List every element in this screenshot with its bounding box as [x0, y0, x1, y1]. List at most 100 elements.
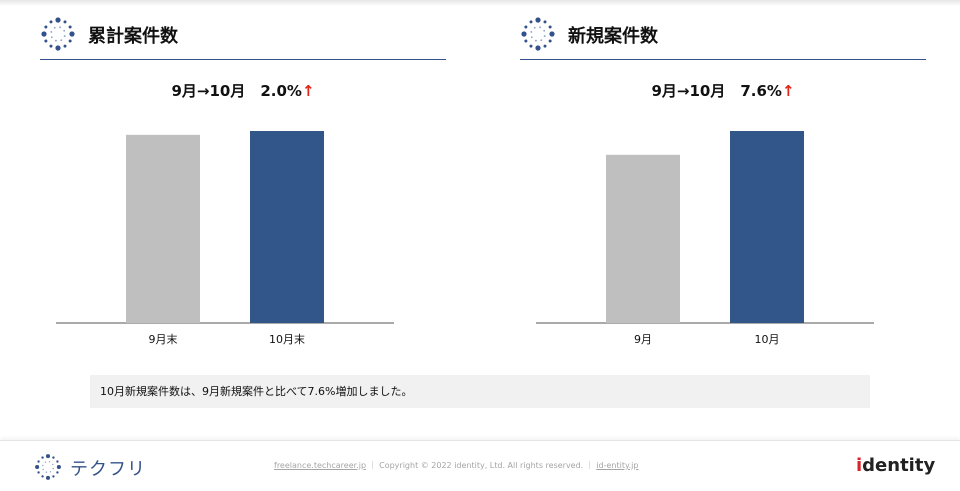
- dot-ring-icon: [41, 17, 75, 51]
- icon-dot: [44, 461, 47, 463]
- logo-i: i: [856, 455, 863, 476]
- icon-dot: [529, 44, 533, 48]
- copyright-line: freelance.techcareer.jp ｜ Copyright © 20…: [274, 460, 638, 471]
- icon-dot: [524, 39, 528, 43]
- icon-dot: [35, 464, 40, 470]
- icon-dot: [55, 17, 61, 23]
- icon-dot: [535, 39, 537, 42]
- change-text: 9月→10月 2.0%: [171, 82, 302, 100]
- panel-title: 累計案件数: [88, 26, 178, 47]
- icon-dot: [539, 26, 541, 29]
- icon-dot: [42, 464, 44, 467]
- icon-dot: [63, 20, 67, 24]
- change-text: 9月→10月 7.6%: [651, 82, 782, 100]
- icon-dot: [59, 26, 61, 29]
- icon-dot: [549, 31, 555, 37]
- icon-dot: [45, 471, 48, 473]
- change-label: 9月→10月 2.0%↑: [40, 80, 446, 101]
- icon-dot: [521, 31, 527, 37]
- icon-dot: [56, 460, 59, 463]
- icon-dot: [52, 467, 54, 470]
- icon-dot: [49, 20, 53, 24]
- icon-dot: [535, 45, 541, 51]
- panel-cumulative: 累計案件数 9月→10月 2.0%↑ 9月末 10月末: [40, 0, 446, 360]
- icon-dot: [41, 31, 47, 37]
- icon-dot: [68, 39, 72, 43]
- change-label: 9月→10月 7.6%↑: [520, 80, 926, 101]
- icon-dot: [543, 44, 547, 48]
- x-tick-label: 9月: [634, 333, 652, 346]
- icon-dot: [530, 36, 533, 39]
- icon-dot: [50, 31, 53, 33]
- identity-link[interactable]: id-entity.jp: [596, 461, 639, 470]
- icon-dot: [524, 25, 528, 29]
- summary-note: 10月新規案件数は、9月新規案件と比べて7.6%増加しました。: [90, 375, 870, 408]
- x-tick-label: 9月末: [149, 332, 178, 346]
- icon-dot: [49, 44, 53, 48]
- separator: ｜: [368, 461, 377, 470]
- techcareer-link[interactable]: freelance.techcareer.jp: [274, 461, 367, 470]
- header-rule: [520, 59, 926, 60]
- panel-title: 新規案件数: [568, 26, 658, 47]
- icon-dot: [63, 29, 66, 32]
- icon-dot: [50, 36, 53, 39]
- icon-dot: [41, 456, 44, 459]
- x-tick-label: 10月: [755, 333, 780, 346]
- icon-dot: [42, 468, 44, 471]
- panel-header: 新規案件数: [520, 14, 926, 54]
- x-tick-label: 10月末: [269, 332, 305, 346]
- icon-dot: [37, 471, 40, 474]
- icon-dot: [52, 456, 55, 459]
- icon-dot: [530, 31, 533, 33]
- panel-new: 新規案件数 9月→10月 7.6%↑ 9月 10月: [520, 0, 926, 360]
- icon-dot: [37, 460, 40, 463]
- icon-dot: [60, 39, 63, 42]
- icon-dot: [68, 25, 72, 29]
- icon-dot: [55, 39, 57, 42]
- top-shadow: [0, 0, 960, 6]
- icon-dot: [44, 25, 48, 29]
- up-arrow-icon: ↑: [301, 82, 315, 100]
- bar-2: [250, 131, 324, 323]
- icon-dot: [548, 25, 552, 29]
- icon-dot: [52, 463, 54, 466]
- icon-dot: [52, 475, 55, 478]
- bar-1: [606, 154, 680, 323]
- icon-dot: [529, 20, 533, 24]
- icon-dot: [63, 35, 66, 37]
- bar-2: [730, 131, 804, 323]
- dot-ring-icon: [35, 454, 61, 480]
- footer: テクフリ freelance.techcareer.jp ｜ Copyright…: [0, 440, 960, 491]
- icon-dot: [45, 475, 51, 480]
- logo-rest: dentity: [862, 455, 936, 476]
- bar-chart: 9月 10月: [536, 131, 874, 346]
- icon-dot: [535, 17, 541, 23]
- icon-dot: [63, 44, 67, 48]
- icon-dot: [45, 454, 51, 459]
- icon-dot: [48, 461, 51, 463]
- icon-dot: [41, 475, 44, 478]
- bar-chart: 9月末 10月末: [56, 131, 394, 346]
- up-arrow-icon: ↑: [781, 82, 795, 100]
- brand-name: テクフリ: [70, 459, 146, 480]
- icon-dot: [69, 31, 75, 37]
- icon-dot: [543, 29, 546, 32]
- bar-1: [126, 134, 200, 323]
- icon-dot: [548, 39, 552, 43]
- icon-dot: [44, 39, 48, 43]
- icon-dot: [543, 35, 546, 37]
- icon-dot: [543, 20, 547, 24]
- icon-dot: [540, 39, 543, 42]
- icon-dot: [55, 45, 61, 51]
- icon-dot: [56, 471, 59, 474]
- header-rule: [40, 59, 446, 60]
- separator: ｜: [585, 461, 594, 470]
- icon-dot: [49, 471, 52, 473]
- icon-dot: [56, 464, 61, 470]
- icon-dot: [533, 26, 536, 29]
- dot-ring-icon: [521, 17, 555, 51]
- panel-header: 累計案件数: [40, 14, 446, 54]
- identity-logo[interactable]: identity: [856, 455, 935, 476]
- copyright-text: Copyright © 2022 identity, Ltd. All righ…: [379, 461, 584, 470]
- icon-dot: [53, 26, 56, 29]
